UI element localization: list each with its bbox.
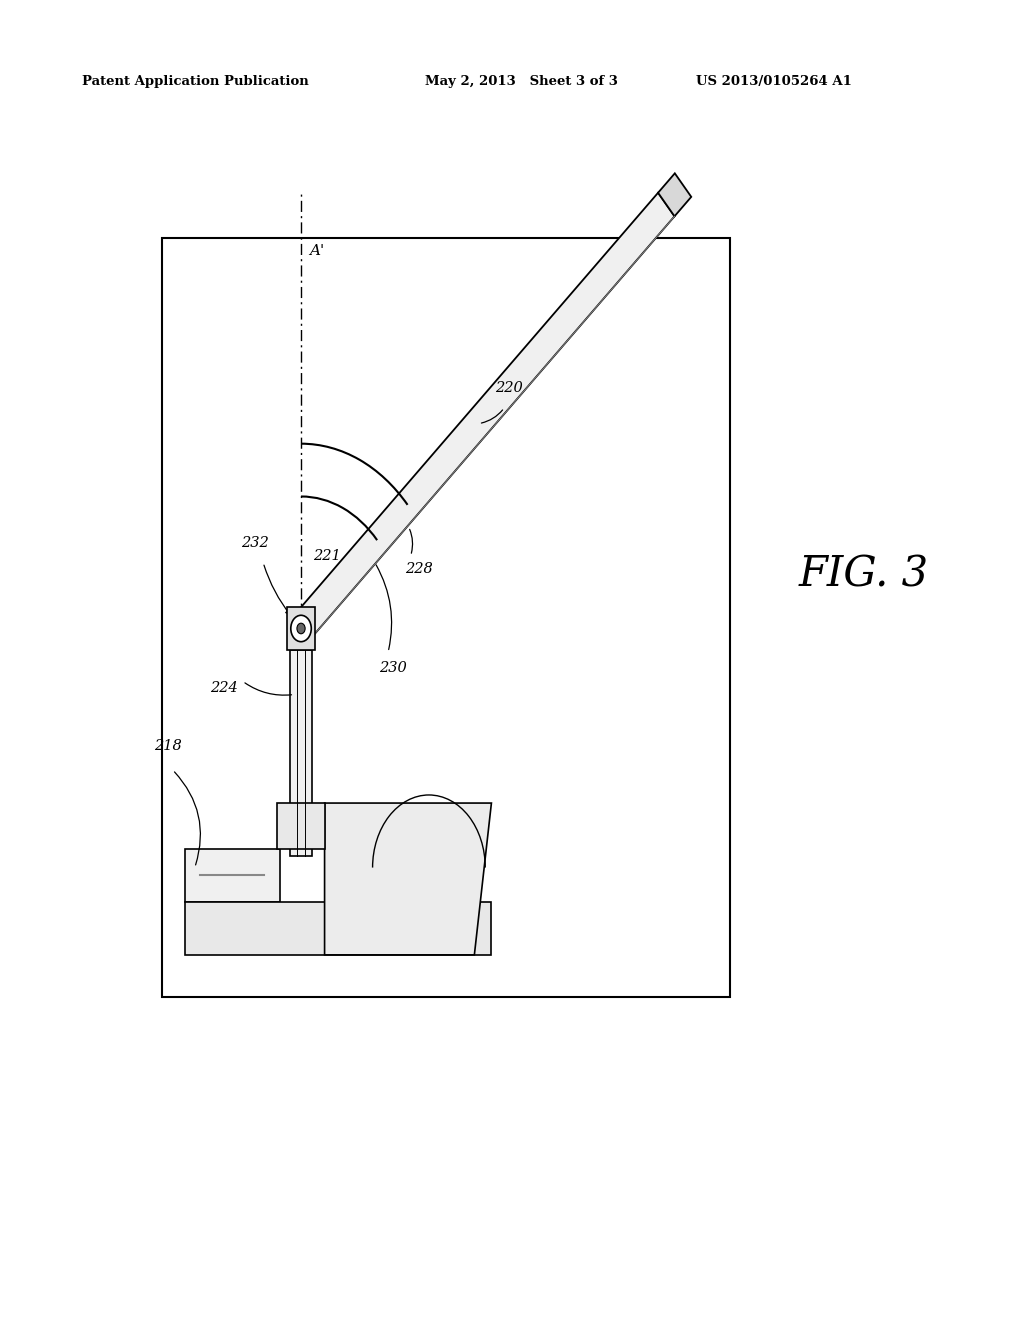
Text: 228: 228 [404, 562, 433, 576]
Polygon shape [325, 803, 492, 954]
Text: 224: 224 [210, 681, 239, 694]
Text: Patent Application Publication: Patent Application Publication [82, 75, 308, 88]
Text: 221: 221 [312, 549, 341, 562]
Text: 220: 220 [496, 381, 523, 395]
Text: A': A' [309, 244, 325, 259]
Text: May 2, 2013   Sheet 3 of 3: May 2, 2013 Sheet 3 of 3 [425, 75, 617, 88]
Circle shape [291, 615, 311, 642]
Bar [184, 849, 280, 902]
Bar [184, 902, 492, 954]
Text: FIG. 3: FIG. 3 [799, 553, 929, 595]
Text: 218: 218 [154, 739, 181, 754]
Text: 230: 230 [379, 661, 408, 675]
Text: US 2013/0105264 A1: US 2013/0105264 A1 [696, 75, 852, 88]
Bar [287, 607, 315, 649]
Text: 232: 232 [241, 536, 269, 549]
Bar [162, 238, 730, 997]
Circle shape [297, 623, 305, 634]
Polygon shape [658, 173, 691, 216]
Polygon shape [293, 193, 675, 640]
Bar [290, 649, 312, 857]
Bar [278, 803, 325, 849]
